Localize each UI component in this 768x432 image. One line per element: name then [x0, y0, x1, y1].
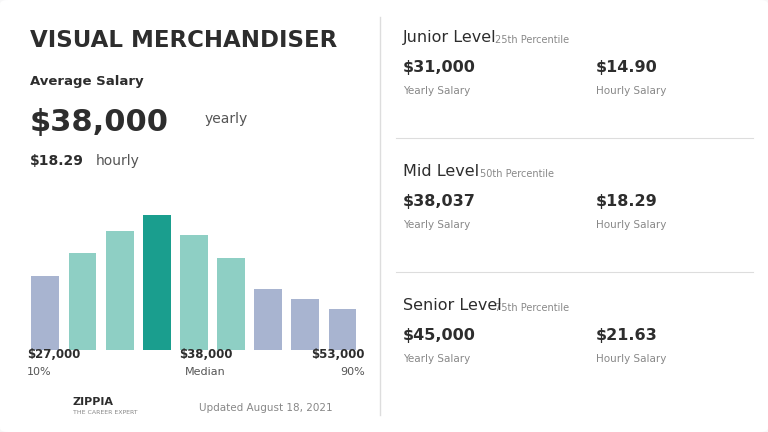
Text: $31,000: $31,000 [403, 60, 476, 76]
Text: $18.29: $18.29 [595, 194, 657, 210]
Text: Yearly Salary: Yearly Salary [403, 220, 471, 230]
Bar [143, 215, 170, 350]
Text: Yearly Salary: Yearly Salary [403, 354, 471, 364]
Text: Junior Level: Junior Level [403, 30, 497, 45]
Text: $45,000: $45,000 [403, 328, 476, 343]
Text: $53,000: $53,000 [311, 348, 365, 361]
Text: Updated August 18, 2021: Updated August 18, 2021 [200, 403, 333, 413]
Text: $38,000: $38,000 [179, 348, 232, 361]
Text: Hourly Salary: Hourly Salary [595, 86, 666, 96]
Bar [68, 253, 97, 350]
Bar [254, 289, 282, 350]
Text: $21.63: $21.63 [595, 328, 657, 343]
Text: $38,037: $38,037 [403, 194, 476, 210]
Text: Hourly Salary: Hourly Salary [595, 220, 666, 230]
Bar [217, 258, 245, 350]
Bar [31, 276, 59, 350]
Text: 50th Percentile: 50th Percentile [480, 169, 554, 179]
Text: VISUAL MERCHANDISER: VISUAL MERCHANDISER [30, 29, 337, 52]
Text: 90%: 90% [340, 367, 365, 377]
Text: 10%: 10% [27, 367, 51, 377]
Text: Average Salary: Average Salary [30, 75, 144, 88]
Text: 75th Percentile: 75th Percentile [495, 303, 569, 313]
Text: Hourly Salary: Hourly Salary [595, 354, 666, 364]
Text: Z: Z [37, 394, 51, 413]
Text: Median: Median [185, 367, 226, 377]
Bar [180, 235, 208, 350]
Text: yearly: yearly [205, 112, 248, 126]
Text: THE CAREER EXPERT: THE CAREER EXPERT [73, 410, 137, 415]
Text: ZIPPIA: ZIPPIA [73, 397, 114, 407]
Text: $27,000: $27,000 [27, 348, 80, 361]
Bar [291, 299, 319, 350]
Text: $18.29: $18.29 [30, 154, 84, 168]
Text: $38,000: $38,000 [30, 108, 169, 137]
Text: Senior Level: Senior Level [403, 298, 502, 313]
Text: Mid Level: Mid Level [403, 164, 479, 179]
Text: $14.90: $14.90 [595, 60, 657, 76]
Bar [106, 231, 134, 350]
Text: hourly: hourly [95, 154, 140, 168]
Text: Yearly Salary: Yearly Salary [403, 86, 471, 96]
Bar [329, 309, 356, 350]
Text: 25th Percentile: 25th Percentile [495, 35, 569, 45]
